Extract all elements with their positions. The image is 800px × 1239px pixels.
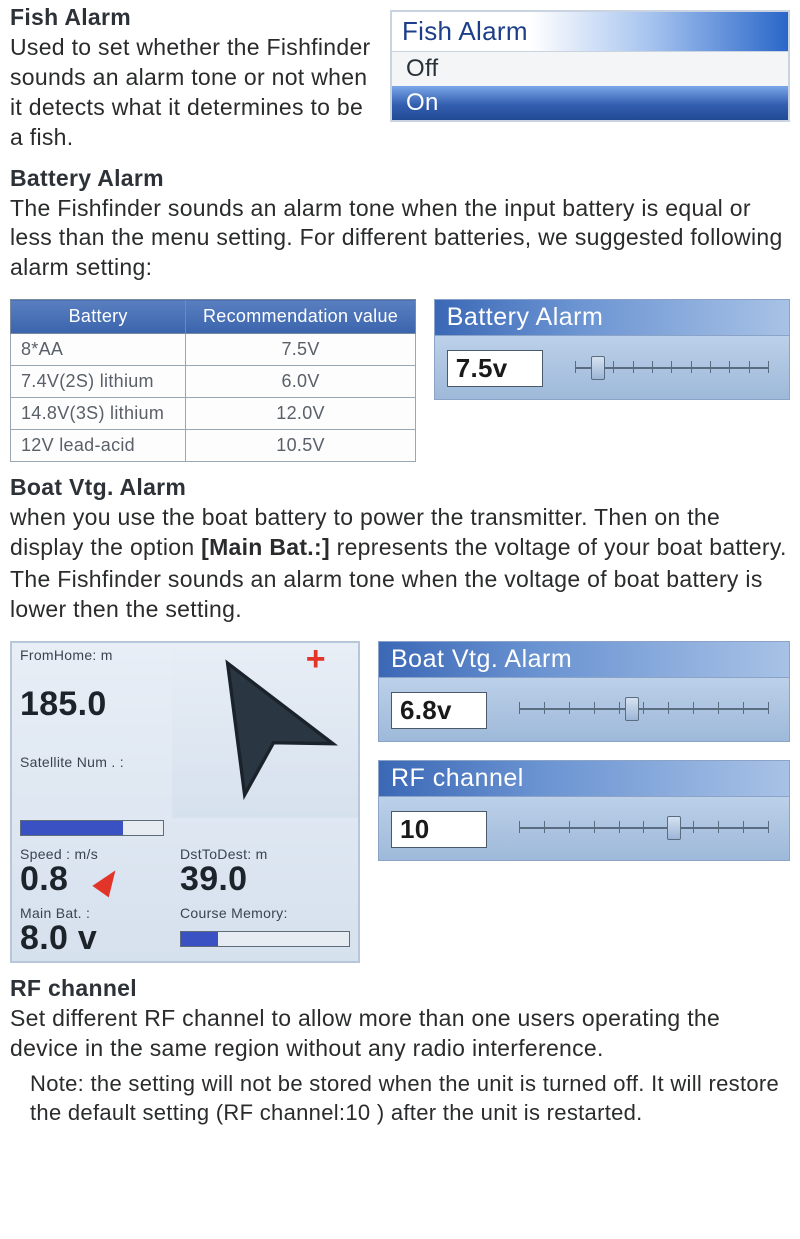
fish-alarm-option-off[interactable]: Off (392, 52, 788, 86)
battery-alarm-body: The Fishfinder sounds an alarm tone when… (10, 194, 790, 284)
battery-alarm-heading: Battery Alarm (10, 165, 790, 192)
slider-ticks (519, 702, 769, 716)
rf-body: Set different RF channel to allow more t… (10, 1004, 790, 1064)
course-label: Course Memory: (172, 901, 358, 921)
boat-vtg-body: when you use the boat battery to power t… (10, 503, 790, 563)
slider-ticks (519, 821, 769, 835)
table-row: 7.4V(2S) lithium6.0V (11, 366, 416, 398)
slider-thumb[interactable] (625, 697, 639, 721)
battery-recommendation-table: Battery Recommendation value 8*AA7.5V 7.… (10, 299, 416, 462)
rf-heading: RF channel (10, 975, 790, 1002)
satellite-bar (20, 820, 164, 836)
table-header-battery: Battery (11, 300, 186, 334)
fish-alarm-menu: Fish Alarm Off On (390, 10, 790, 122)
compass: + (172, 643, 358, 818)
svg-text:+: + (306, 643, 326, 678)
fish-alarm-body: Used to set whether the Fishfinder sound… (10, 33, 372, 153)
compass-arrow-icon: + (172, 643, 358, 813)
slider-thumb[interactable] (591, 356, 605, 380)
fish-alarm-heading: Fish Alarm (10, 4, 372, 31)
main-bat-label: Main Bat. : (12, 901, 172, 921)
dst-label: DstToDest: m (172, 842, 358, 862)
table-header-recommendation: Recommendation value (186, 300, 415, 334)
from-home-value: 185.0 (12, 687, 172, 751)
fish-alarm-option-on[interactable]: On (392, 86, 788, 120)
satellite-label: Satellite Num . : (12, 750, 172, 794)
rf-panel-title: RF channel (378, 760, 790, 797)
boat-vtg-slider[interactable]: 6.8v (378, 678, 790, 742)
red-arrow-icon (92, 864, 123, 897)
main-bat-value: 8.0 v (12, 921, 172, 961)
from-home-label: FromHome: m (12, 643, 172, 687)
gps-info-panel: FromHome: m + 185.0 Satellite Num . : Sp… (10, 641, 360, 963)
table-row: 12V lead-acid10.5V (11, 430, 416, 462)
slider-thumb[interactable] (667, 816, 681, 840)
dst-value: 39.0 (172, 862, 358, 902)
rf-note: Note: the setting will not be stored whe… (30, 1070, 790, 1127)
table-row: 8*AA7.5V (11, 334, 416, 366)
battery-alarm-value: 7.5v (447, 350, 543, 387)
boat-vtg-heading: Boat Vtg. Alarm (10, 474, 790, 501)
course-memory-bar (180, 931, 350, 947)
fish-alarm-menu-title: Fish Alarm (392, 12, 788, 52)
rf-value: 10 (391, 811, 487, 848)
boat-vtg-value: 6.8v (391, 692, 487, 729)
battery-alarm-panel-title: Battery Alarm (434, 299, 790, 336)
rf-slider[interactable]: 10 (378, 797, 790, 861)
boat-vtg-panel-title: Boat Vtg. Alarm (378, 641, 790, 678)
table-row: 14.8V(3S) lithium12.0V (11, 398, 416, 430)
speed-value: 0.8 (12, 862, 172, 902)
boat-vtg-body2: The Fishfinder sounds an alarm tone when… (10, 565, 790, 625)
battery-alarm-slider[interactable]: 7.5v (434, 336, 790, 400)
speed-label: Speed : m/s (12, 842, 172, 862)
